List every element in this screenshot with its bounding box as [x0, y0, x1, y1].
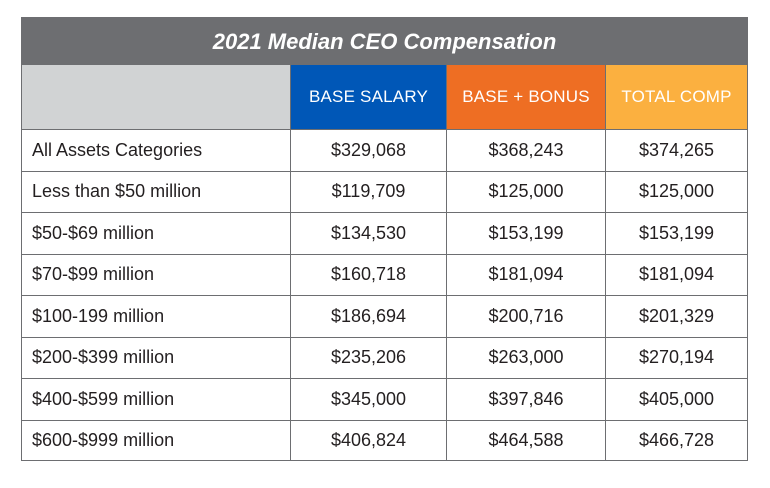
- cell-base-bonus: $368,243: [446, 130, 605, 171]
- header-base-bonus: BASE + BONUS: [446, 65, 605, 129]
- cell-base-bonus: $263,000: [446, 337, 605, 378]
- cell-total-comp: $374,265: [605, 130, 747, 171]
- cell-base-bonus: $125,000: [446, 171, 605, 212]
- header-row: BASE SALARY BASE + BONUS TOTAL COMP: [22, 65, 747, 129]
- header-base-salary: BASE SALARY: [290, 65, 446, 129]
- cell-total-comp: $125,000: [605, 171, 747, 212]
- cell-base-salary: $186,694: [290, 296, 446, 337]
- table-row: $70-$99 million $160,718 $181,094 $181,094: [22, 253, 747, 295]
- cell-base-bonus: $181,094: [446, 254, 605, 295]
- table-row: All Assets Categories $329,068 $368,243 $37…: [22, 129, 747, 171]
- cell-base-bonus: $464,588: [446, 420, 605, 461]
- row-label: $50-$69 million: [32, 222, 155, 243]
- table-row: $200-$399 million $235,206 $263,000 $270,19…: [22, 336, 747, 378]
- row-label: $400-$599 million: [32, 388, 175, 409]
- cell-total-comp: $466,728: [605, 420, 747, 461]
- cell-base-salary: $119,709: [290, 171, 446, 212]
- cell-base-bonus: $200,716: [446, 296, 605, 337]
- row-label: $600-$999 million: [32, 430, 175, 451]
- table-row: $600-$999 million $406,824 $464,588 $466,72…: [22, 419, 747, 461]
- cell-base-salary: $406,824: [290, 420, 446, 461]
- cell-base-bonus: $397,846: [446, 379, 605, 420]
- table-title: 2021 Median CEO Compensation: [22, 18, 747, 65]
- cell-total-comp: $405,000: [605, 379, 747, 420]
- cell-total-comp: $270,194: [605, 337, 747, 378]
- cell-total-comp: $153,199: [605, 213, 747, 254]
- cell-base-salary: $134,530: [290, 213, 446, 254]
- row-label: $70-$99 million: [32, 264, 155, 285]
- row-label: $100-199 million: [32, 305, 165, 326]
- row-label: All Assets Categories: [32, 139, 203, 160]
- header-total-comp: TOTAL COMP: [605, 65, 747, 129]
- cell-total-comp: $181,094: [605, 254, 747, 295]
- header-corner: [22, 65, 290, 129]
- cell-base-salary: $160,718: [290, 254, 446, 295]
- cell-base-bonus: $153,199: [446, 213, 605, 254]
- cell-total-comp: $201,329: [605, 296, 747, 337]
- cell-base-salary: $329,068: [290, 130, 446, 171]
- table-row: $50-$69 million $134,530 $153,199 $153,199: [22, 212, 747, 254]
- cell-base-salary: $235,206: [290, 337, 446, 378]
- row-label: $200-$399 million: [32, 347, 175, 368]
- table-row: $100-199 million $186,694 $200,716 $201,329: [22, 295, 747, 337]
- compensation-table: 2021 Median CEO Compensation BASE SALARY…: [21, 17, 748, 461]
- table-row: Less than $50 million $119,709 $125,000 $12…: [22, 170, 747, 212]
- cell-base-salary: $345,000: [290, 379, 446, 420]
- table-row: $400-$599 million $345,000 $397,846 $405,00…: [22, 378, 747, 420]
- row-label: Less than $50 million: [32, 181, 202, 202]
- table-body: All Assets Categories $329,068 $368,243 $37…: [22, 129, 747, 461]
